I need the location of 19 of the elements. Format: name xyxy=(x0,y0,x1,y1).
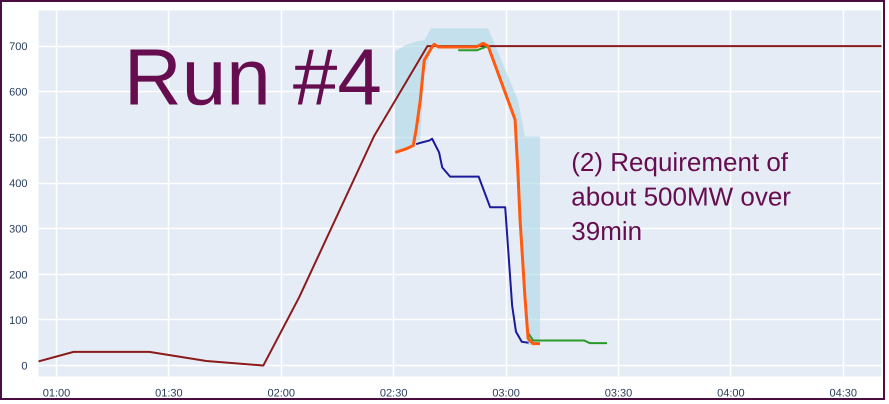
x-tick-label: 01:00 xyxy=(42,388,70,400)
x-tick-label: 01:30 xyxy=(155,388,183,400)
x-tick-label: 04:00 xyxy=(717,388,745,400)
y-tick-label: 200 xyxy=(9,269,28,282)
line-series xyxy=(415,138,530,344)
y-tick-label: 600 xyxy=(9,86,28,99)
annotation: Run #4 xyxy=(124,32,382,122)
y-tick-label: 500 xyxy=(9,132,28,144)
x-tick-label: 03:00 xyxy=(492,388,520,400)
x-tick-label: 04:30 xyxy=(830,388,858,400)
annotation: (2) Requirement of about 500MW over 39min xyxy=(571,146,792,246)
y-tick-label: 0 xyxy=(21,360,28,373)
y-tick-label: 700 xyxy=(9,41,28,54)
y-tick-label: 400 xyxy=(9,178,28,190)
y-tick-label: 100 xyxy=(9,314,28,327)
x-tick-label: 03:30 xyxy=(604,388,632,400)
y-tick-label: 300 xyxy=(9,224,28,236)
x-tick-label: 02:30 xyxy=(380,388,408,400)
x-tick-label: 02:00 xyxy=(268,388,296,400)
